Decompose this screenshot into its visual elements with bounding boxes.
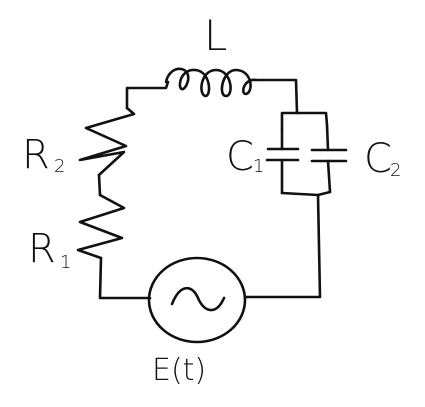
wire-top-right — [254, 78, 299, 115]
label-inductor: L — [204, 11, 227, 60]
wire-r2-to-r1 — [97, 173, 102, 197]
label-r2-sub: 2 — [54, 156, 65, 177]
resistor-r1 — [76, 193, 126, 260]
inductor-coil — [164, 67, 258, 98]
label-source: E(t) — [152, 353, 206, 388]
wire-left-lower — [98, 256, 152, 300]
wires — [97, 78, 322, 300]
source-circle — [147, 256, 247, 344]
label-c2: C — [364, 136, 392, 182]
resistor-r2 — [78, 106, 136, 177]
wire-top-left — [125, 80, 170, 110]
label-r1-sub: 1 — [60, 252, 71, 273]
ac-source — [147, 256, 247, 344]
label-r1: R — [28, 226, 56, 272]
cap-bottom-bus — [280, 190, 332, 197]
cap-right-lead-bottom — [326, 159, 332, 194]
source-sine-icon — [170, 286, 226, 312]
cap-top-bus — [280, 111, 329, 132]
cap-right-lead-top — [325, 123, 330, 152]
wire-right-lower — [243, 193, 322, 299]
label-c1: C — [226, 134, 254, 180]
label-c2-sub: 2 — [390, 160, 401, 181]
label-c1-sub: 1 — [253, 156, 264, 177]
label-r2: R — [22, 132, 50, 178]
labels: L R 2 R 1 C 1 C 2 E(t) — [22, 11, 401, 388]
capacitor-bank — [265, 111, 348, 197]
